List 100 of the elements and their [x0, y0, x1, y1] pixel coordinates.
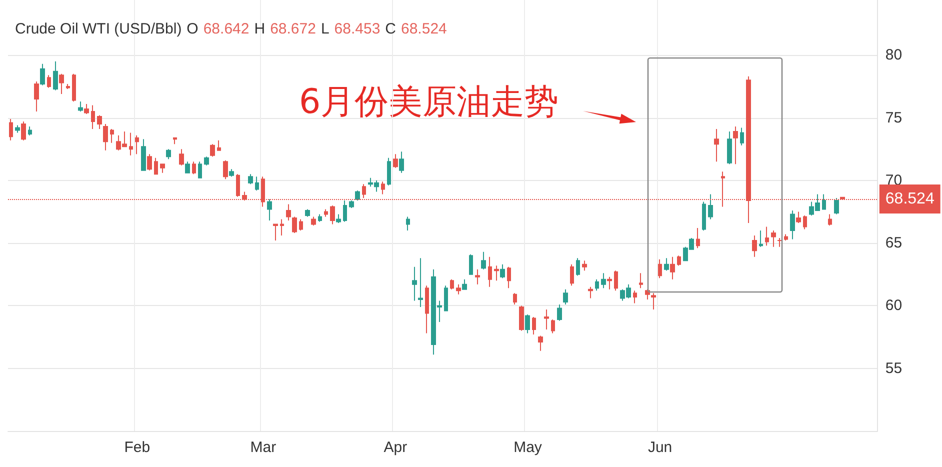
candlestick	[40, 63, 45, 86]
candlestick	[21, 121, 26, 141]
candlestick	[633, 290, 637, 304]
candlestick	[229, 168, 234, 178]
candlestick	[305, 208, 310, 218]
candlestick	[318, 214, 322, 222]
candlestick	[639, 272, 643, 289]
candlestick	[803, 215, 807, 230]
candlestick	[355, 190, 360, 201]
candlestick	[236, 174, 240, 198]
candlestick	[311, 216, 316, 226]
candlestick	[664, 258, 669, 272]
candlestick	[418, 258, 423, 308]
candlestick	[570, 264, 574, 286]
candlestick	[740, 127, 744, 146]
candlestick	[299, 218, 303, 232]
candlestick	[84, 103, 89, 115]
candlestick	[255, 176, 259, 191]
candlestick	[173, 137, 177, 145]
candlestick	[273, 224, 278, 242]
candlestick	[670, 256, 675, 280]
candlestick	[544, 308, 549, 330]
candlestick	[387, 157, 391, 186]
x-tick-label: Jun	[648, 439, 672, 456]
candlestick	[752, 235, 757, 258]
candlestick	[204, 156, 209, 166]
candlestick	[59, 73, 64, 94]
candlestick	[381, 181, 385, 195]
candlestick	[393, 154, 398, 168]
candlestick	[210, 144, 215, 158]
candlestick	[456, 284, 461, 295]
candlestick	[154, 157, 158, 175]
y-tick-label: 80	[885, 46, 902, 64]
candlestick	[658, 258, 662, 279]
candlestick	[343, 200, 347, 222]
candlestick	[34, 80, 39, 112]
candlestick	[551, 318, 555, 334]
candlestick	[53, 60, 58, 91]
candlestick	[28, 126, 32, 136]
candlestick	[507, 266, 511, 289]
candlestick	[336, 214, 341, 224]
candlestick	[557, 304, 562, 322]
candlestick	[771, 230, 776, 248]
candlestick	[607, 276, 612, 290]
candlestick	[708, 194, 713, 220]
candlestick	[110, 128, 114, 144]
candlestick	[147, 154, 152, 171]
candlestick	[91, 104, 95, 130]
candlestick	[217, 140, 221, 151]
candlestick	[469, 254, 473, 275]
candlestick	[280, 218, 284, 236]
candlestick	[790, 210, 795, 240]
candlestick	[399, 151, 404, 174]
candlestick	[595, 278, 599, 292]
candlestick	[450, 278, 454, 290]
candlestick	[519, 305, 524, 332]
candlestick	[532, 316, 536, 336]
x-tick-label: Mar	[250, 439, 276, 456]
candlestick	[765, 226, 769, 246]
candlestick	[166, 148, 171, 160]
candlestick	[185, 161, 190, 174]
candlestick	[267, 198, 272, 222]
candlestick	[494, 265, 499, 282]
y-tick-label: 60	[885, 297, 902, 314]
candlestick	[784, 234, 788, 242]
x-tick-label: May	[514, 439, 542, 456]
candlestick	[406, 216, 410, 232]
candlestick	[324, 208, 328, 218]
candlestick	[834, 197, 839, 215]
candlestick	[614, 270, 618, 292]
candlestick	[103, 124, 108, 151]
candlestick	[828, 214, 832, 226]
text: Crude Oil WTI (USD/Bbl)	[15, 20, 182, 38]
y-tick-label: 75	[885, 109, 902, 126]
candlestick	[412, 266, 417, 302]
x-tick-label: Apr	[384, 439, 408, 456]
candlestick	[777, 238, 782, 248]
candlestick	[525, 314, 530, 334]
candlestick	[462, 278, 467, 290]
candlestick	[349, 200, 354, 208]
candlestick	[714, 128, 719, 162]
candlestick	[822, 194, 826, 210]
candlestick	[66, 83, 70, 90]
candlestick	[601, 272, 606, 289]
candlestick	[696, 228, 700, 249]
candlestick	[576, 258, 580, 276]
candlestick	[198, 161, 202, 178]
candlestick	[72, 73, 76, 102]
candlestick	[733, 126, 738, 165]
candlestick	[286, 204, 291, 222]
candlestick	[160, 164, 165, 174]
candlestick	[362, 184, 366, 198]
candlestick	[248, 174, 253, 185]
candlestick	[135, 134, 139, 155]
y-tick-label: 70	[885, 172, 902, 189]
candlestick	[425, 285, 429, 334]
candlestick	[141, 138, 146, 171]
candlestick	[677, 255, 681, 266]
candlestick	[292, 216, 297, 234]
candlestick	[223, 160, 228, 180]
